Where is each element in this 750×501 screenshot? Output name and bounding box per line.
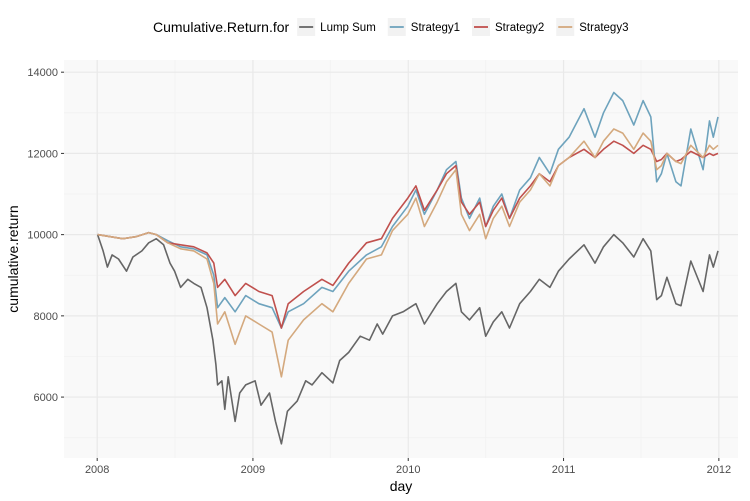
- x-tick-label: 2009: [241, 464, 265, 476]
- legend-title: Cumulative.Return.for: [153, 19, 290, 35]
- x-tick-label: 2008: [85, 464, 109, 476]
- series-lines: [96, 91, 719, 445]
- legend-label-lump-sum: Lump Sum: [320, 22, 376, 34]
- legend: Cumulative.Return.for Lump Sum Strategy1 S…: [153, 18, 628, 36]
- gridlines: [64, 60, 738, 458]
- legend-item-strategy2: Strategy2: [472, 18, 544, 36]
- x-axis: 2008 2009 2010 2011 2012: [85, 458, 731, 476]
- legend-label-strategy3: Strategy3: [579, 22, 628, 34]
- series-line-strategy3: [97, 128, 719, 378]
- legend-item-strategy3: Strategy3: [556, 18, 628, 36]
- x-tick-label: 2011: [552, 464, 576, 476]
- x-tick-label: 2012: [707, 464, 731, 476]
- x-axis-title: day: [390, 478, 413, 494]
- y-tick-label: 10000: [27, 230, 58, 242]
- y-tick-label: 12000: [27, 148, 58, 160]
- y-tick-label: 8000: [34, 311, 58, 323]
- y-axis-title: cumulative.return: [5, 205, 21, 312]
- y-tick-label: 6000: [34, 392, 58, 404]
- series-line-lump-sum: [96, 233, 719, 445]
- legend-label-strategy1: Strategy1: [411, 22, 460, 34]
- plot-panel: [64, 60, 738, 458]
- legend-item-strategy1: Strategy1: [387, 18, 460, 36]
- y-axis: 6000 8000 10000 12000 14000: [27, 67, 64, 404]
- series-line-strategy1: [97, 91, 719, 329]
- legend-label-strategy2: Strategy2: [495, 22, 544, 34]
- legend-item-lump-sum: Lump Sum: [297, 18, 376, 36]
- legend-items: Lump Sum Strategy1 Strategy2 Strategy3: [297, 18, 628, 36]
- x-tick-label: 2010: [396, 464, 420, 476]
- series-line-strategy2: [97, 140, 719, 329]
- y-tick-label: 14000: [27, 67, 58, 79]
